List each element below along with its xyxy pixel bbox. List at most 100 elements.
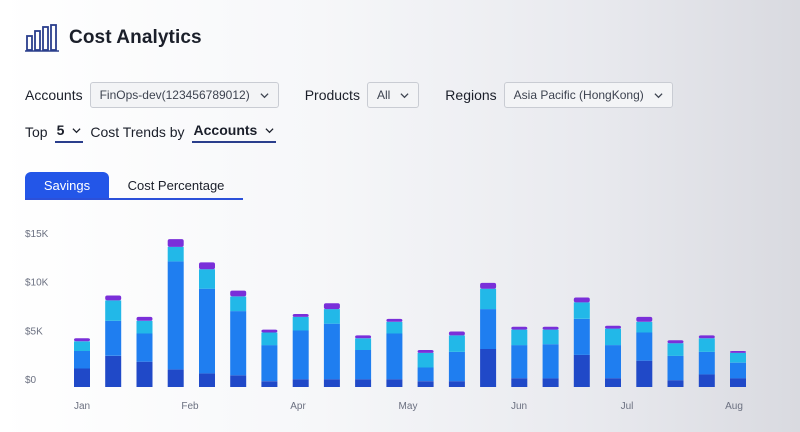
bar-segment-cyan[interactable]: [355, 338, 372, 350]
bar-segment-purple[interactable]: [199, 262, 215, 270]
bar-segment-deep[interactable]: [573, 354, 590, 387]
bar-segment-purple[interactable]: [511, 326, 528, 330]
bar-segment-deep[interactable]: [323, 379, 340, 387]
bar-segment-cyan[interactable]: [511, 329, 528, 346]
bar-segment-deep[interactable]: [417, 381, 434, 387]
bar-segment-purple[interactable]: [605, 325, 621, 329]
tab-savings[interactable]: Savings: [25, 172, 109, 198]
bar-segment-deep[interactable]: [230, 375, 247, 387]
bar-segment-purple[interactable]: [167, 239, 184, 247]
bar-segment-cyan[interactable]: [605, 328, 621, 346]
bar-segment-purple[interactable]: [417, 350, 434, 353]
bar-segment-blue[interactable]: [167, 261, 184, 370]
bar-segment-cyan[interactable]: [230, 296, 247, 312]
products-select[interactable]: All: [366, 82, 420, 108]
bar-segment-deep[interactable]: [261, 381, 278, 387]
bar-segment-deep[interactable]: [698, 374, 715, 387]
bar-segment-blue[interactable]: [105, 320, 122, 356]
bar-segment-deep[interactable]: [542, 378, 559, 387]
bar-segment-deep[interactable]: [448, 381, 465, 387]
bar-segment-blue[interactable]: [573, 318, 590, 355]
bar-segment-deep[interactable]: [667, 380, 684, 387]
bar-segment-blue[interactable]: [136, 333, 153, 362]
bar-segment-blue[interactable]: [261, 345, 278, 382]
bar-segment-deep[interactable]: [105, 355, 122, 387]
bar-segment-cyan[interactable]: [730, 352, 746, 363]
accounts-select[interactable]: FinOps-dev(123456789012): [89, 82, 279, 108]
bar-segment-deep[interactable]: [636, 360, 653, 387]
bar-segment-deep[interactable]: [355, 379, 372, 387]
bar-segment-deep[interactable]: [167, 369, 184, 388]
bar-segment-purple[interactable]: [74, 338, 90, 342]
bar-segment-purple[interactable]: [698, 335, 715, 339]
bar-segment-blue[interactable]: [667, 355, 684, 381]
bar-segment-cyan[interactable]: [167, 246, 184, 262]
bar-segment-blue[interactable]: [355, 350, 372, 380]
bar-segment-purple[interactable]: [292, 314, 309, 317]
trend-label: Cost Trends by: [90, 123, 185, 140]
bar-segment-cyan[interactable]: [74, 341, 90, 351]
bar-segment-cyan[interactable]: [542, 329, 559, 345]
bar-segment-cyan[interactable]: [136, 320, 153, 334]
bar-segment-blue[interactable]: [542, 344, 559, 379]
bar-segment-deep[interactable]: [136, 361, 153, 387]
bar-segment-purple[interactable]: [105, 295, 122, 301]
bar-segment-purple[interactable]: [448, 331, 465, 336]
bar-segment-blue[interactable]: [230, 311, 247, 376]
bar-segment-cyan[interactable]: [573, 302, 590, 319]
chevron-down-icon: [400, 92, 409, 98]
bar-segment-blue[interactable]: [74, 351, 90, 369]
bar-segment-deep[interactable]: [605, 378, 621, 387]
bar-segment-purple[interactable]: [386, 318, 403, 322]
bar-segment-deep[interactable]: [199, 373, 215, 387]
bar-segment-purple[interactable]: [542, 326, 559, 330]
bar-segment-cyan[interactable]: [105, 300, 122, 321]
regions-select[interactable]: Asia Pacific (HongKong): [503, 82, 673, 108]
bar-segment-blue[interactable]: [605, 345, 621, 379]
bar-segment-blue[interactable]: [730, 362, 746, 379]
tab-cost-percentage[interactable]: Cost Percentage: [127, 177, 225, 193]
trend-by-select[interactable]: Accounts: [191, 120, 277, 143]
bar-segment-purple[interactable]: [667, 340, 684, 344]
bar-segment-cyan[interactable]: [199, 269, 215, 289]
bar-segment-cyan[interactable]: [480, 288, 497, 310]
bar-segment-deep[interactable]: [480, 349, 497, 387]
bar-segment-blue[interactable]: [199, 288, 215, 374]
chevron-down-icon: [265, 127, 274, 133]
bar-segment-blue[interactable]: [323, 323, 340, 380]
bar-segment-cyan[interactable]: [698, 338, 715, 352]
bar-segment-purple[interactable]: [261, 329, 278, 333]
bar-segment-purple[interactable]: [573, 297, 590, 303]
bar-segment-deep[interactable]: [730, 378, 746, 387]
y-tick-label: $10K: [25, 278, 49, 289]
bar-segment-purple[interactable]: [136, 316, 153, 321]
bar-segment-deep[interactable]: [292, 379, 309, 387]
bar-segment-purple[interactable]: [355, 335, 372, 339]
bar-segment-blue[interactable]: [480, 309, 497, 349]
top-select[interactable]: 5: [54, 120, 84, 143]
bar-segment-cyan[interactable]: [636, 321, 653, 333]
bar-segment-purple[interactable]: [636, 316, 653, 322]
bar-segment-cyan[interactable]: [292, 316, 309, 331]
bar-segment-purple[interactable]: [480, 282, 497, 289]
bar-segment-purple[interactable]: [323, 303, 340, 310]
bar-segment-deep[interactable]: [74, 368, 90, 388]
bar-segment-purple[interactable]: [730, 351, 746, 353]
x-tick-label: May: [399, 401, 418, 412]
bar-segment-cyan[interactable]: [417, 352, 434, 368]
bar-segment-cyan[interactable]: [448, 335, 465, 352]
bar-segment-cyan[interactable]: [261, 332, 278, 346]
bar-segment-blue[interactable]: [417, 367, 434, 382]
bar-segment-blue[interactable]: [386, 333, 403, 380]
bar-segment-blue[interactable]: [448, 352, 465, 382]
bar-segment-blue[interactable]: [636, 332, 653, 361]
bar-segment-blue[interactable]: [511, 345, 528, 379]
bar-segment-blue[interactable]: [292, 330, 309, 380]
bar-segment-blue[interactable]: [698, 352, 715, 375]
bar-segment-deep[interactable]: [386, 379, 403, 387]
bar-segment-deep[interactable]: [511, 378, 528, 387]
bar-segment-cyan[interactable]: [386, 321, 403, 334]
bar-segment-purple[interactable]: [230, 290, 247, 297]
bar-segment-cyan[interactable]: [323, 309, 340, 324]
bar-segment-cyan[interactable]: [667, 343, 684, 356]
